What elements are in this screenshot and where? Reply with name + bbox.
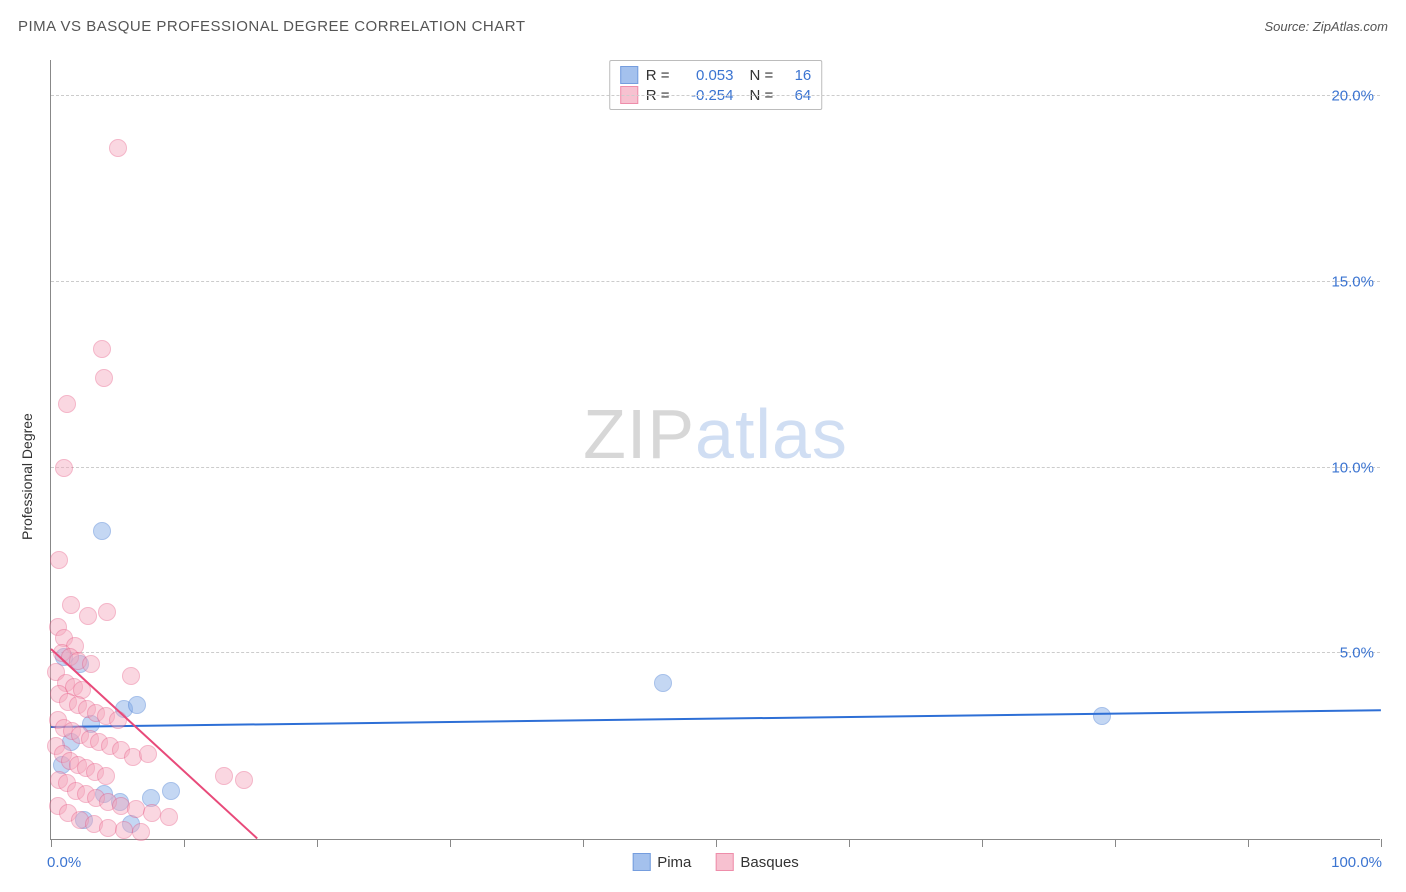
data-point <box>93 522 111 540</box>
gridline-h <box>51 652 1380 653</box>
data-point <box>109 139 127 157</box>
data-point <box>162 782 180 800</box>
gridline-h <box>51 281 1380 282</box>
watermark-atlas: atlas <box>695 395 848 473</box>
source-prefix: Source: <box>1264 19 1312 34</box>
trend-line <box>51 709 1381 728</box>
data-point <box>215 767 233 785</box>
x-axis-min-label: 0.0% <box>47 854 81 871</box>
data-point <box>235 771 253 789</box>
legend-item: Basques <box>715 853 798 871</box>
legend-row: R = 0.053 N = 16 <box>620 65 812 85</box>
data-point <box>93 340 111 358</box>
data-point <box>128 696 146 714</box>
x-tick <box>51 839 52 847</box>
data-point <box>58 395 76 413</box>
data-point <box>82 655 100 673</box>
data-point <box>1093 707 1111 725</box>
data-point <box>79 607 97 625</box>
data-point <box>122 667 140 685</box>
x-tick <box>184 839 185 847</box>
x-tick <box>1381 839 1382 847</box>
scatter-plot: ZIPatlas R =0.053N =16R =-0.254N =64 Pim… <box>50 60 1380 840</box>
x-axis-max-label: 100.0% <box>1331 854 1382 871</box>
chart-source: Source: ZipAtlas.com <box>1264 19 1388 34</box>
legend-item: Pima <box>632 853 691 871</box>
source-name: ZipAtlas.com <box>1313 19 1388 34</box>
chart-title: PIMA VS BASQUE PROFESSIONAL DEGREE CORRE… <box>18 18 526 35</box>
data-point <box>654 674 672 692</box>
x-tick <box>716 839 717 847</box>
data-point <box>127 800 145 818</box>
legend-n-value: 16 <box>781 67 811 84</box>
y-tick-label: 10.0% <box>1331 459 1374 476</box>
legend-label: Pima <box>657 854 691 871</box>
data-point <box>62 596 80 614</box>
chart-header: PIMA VS BASQUE PROFESSIONAL DEGREE CORRE… <box>18 18 1388 35</box>
x-tick <box>982 839 983 847</box>
x-tick <box>583 839 584 847</box>
data-point <box>55 459 73 477</box>
data-point <box>50 551 68 569</box>
data-point <box>160 808 178 826</box>
data-point <box>98 603 116 621</box>
legend-label: Basques <box>740 854 798 871</box>
watermark-zip: ZIP <box>583 395 695 473</box>
legend-r-label: R = <box>646 67 670 84</box>
gridline-h <box>51 467 1380 468</box>
data-point <box>97 767 115 785</box>
data-point <box>143 804 161 822</box>
legend-n-label: N = <box>750 67 774 84</box>
y-tick-label: 15.0% <box>1331 273 1374 290</box>
data-point <box>115 821 133 839</box>
x-tick <box>1115 839 1116 847</box>
data-point <box>95 369 113 387</box>
x-tick <box>849 839 850 847</box>
series-legend: Pima Basques <box>632 853 799 871</box>
legend-swatch <box>620 66 638 84</box>
legend-swatch <box>715 853 733 871</box>
data-point <box>139 745 157 763</box>
gridline-h <box>51 95 1380 96</box>
x-tick <box>1248 839 1249 847</box>
x-tick <box>450 839 451 847</box>
x-tick <box>317 839 318 847</box>
correlation-legend: R =0.053N =16R =-0.254N =64 <box>609 60 823 110</box>
y-tick-label: 20.0% <box>1331 88 1374 105</box>
watermark: ZIPatlas <box>583 394 848 474</box>
y-tick-label: 5.0% <box>1340 645 1374 662</box>
data-point <box>132 823 150 841</box>
legend-r-value: 0.053 <box>678 67 734 84</box>
legend-swatch <box>632 853 650 871</box>
y-axis-title: Professional Degree <box>19 413 35 540</box>
